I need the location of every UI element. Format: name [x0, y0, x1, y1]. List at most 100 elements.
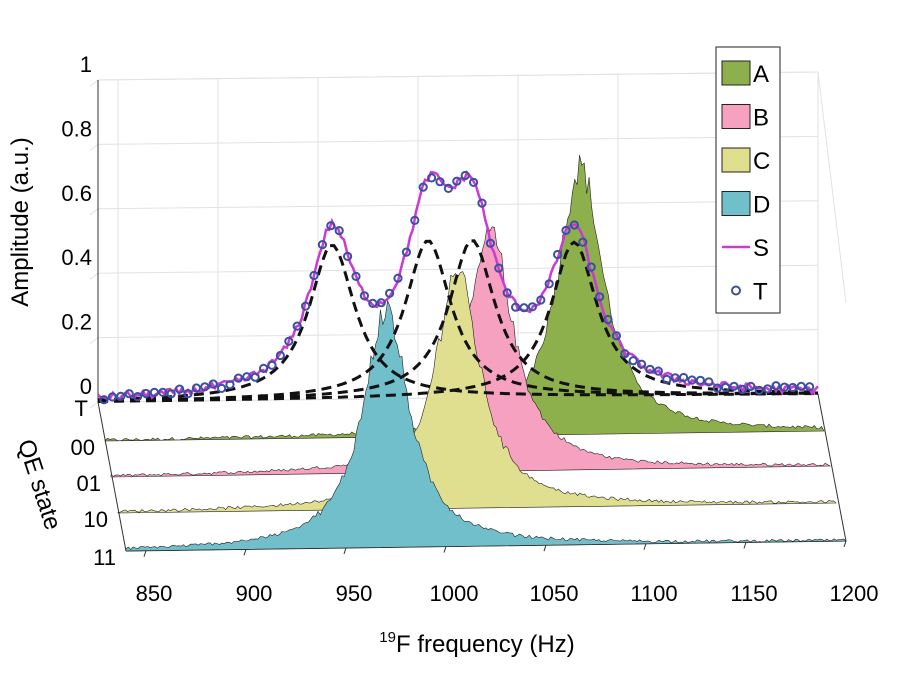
data-point-T [561, 225, 571, 235]
data-point-T [385, 288, 395, 298]
depth-tick-label: 01 [77, 471, 101, 496]
depth-tick-label: 11 [93, 545, 116, 570]
legend-swatch-C [721, 147, 751, 173]
data-point-T [301, 301, 311, 311]
data-point-T [250, 372, 260, 382]
data-point-T [435, 177, 445, 187]
data-point-T [586, 262, 596, 272]
data-point-T [359, 291, 369, 301]
data-point-T [149, 387, 159, 397]
data-point-T [166, 389, 176, 399]
data-point-T [737, 384, 748, 394]
data-point-T [519, 303, 529, 313]
data-point-T [712, 383, 722, 393]
data-point-T [217, 383, 227, 393]
data-point-T [477, 198, 487, 208]
data-point-T [527, 302, 538, 312]
data-point-T [343, 251, 353, 261]
depth-tick-label: 10 [84, 507, 108, 532]
data-point-T [376, 298, 386, 308]
data-point-T [410, 215, 420, 225]
x-tick-label: 1050 [530, 581, 579, 606]
data-point-T [502, 288, 512, 298]
data-point-T [242, 372, 252, 382]
data-point-T [578, 237, 588, 247]
legend-label-A: A [753, 61, 769, 88]
data-point-T [620, 349, 630, 359]
data-point-T [788, 382, 798, 393]
legend-label-B: B [753, 105, 769, 132]
data-point-T [670, 373, 680, 383]
data-point-T [351, 271, 361, 281]
data-point-T [225, 380, 235, 390]
legend-entry-T: T [731, 279, 768, 306]
data-point-T [653, 366, 664, 376]
x-tick-label: 1200 [830, 581, 879, 606]
data-point-T [628, 356, 638, 366]
data-point-T [368, 298, 378, 308]
data-point-T [418, 182, 428, 192]
data-point-T [124, 389, 134, 399]
data-point-T [317, 240, 327, 250]
data-point-T [427, 173, 437, 183]
x-tick-label: 950 [336, 581, 373, 606]
component-4-line [97, 240, 818, 403]
data-point-T [175, 384, 185, 394]
legend-swatch-D [721, 191, 751, 216]
data-point-T [553, 249, 563, 260]
data-point-T [200, 382, 210, 392]
legend-label-C: C [753, 148, 770, 175]
data-point-T [494, 263, 504, 273]
data-point-T [569, 220, 580, 230]
data-point-T [779, 382, 790, 392]
data-point-T [452, 176, 462, 186]
data-point-T [763, 384, 773, 394]
data-point-T [536, 295, 546, 305]
legend-entry-A: A [721, 60, 769, 88]
data-point-T [754, 385, 764, 395]
legend-entry-B: B [721, 104, 769, 132]
data-point-T [637, 359, 647, 369]
data-point-T [267, 360, 277, 370]
data-point-T [729, 381, 739, 391]
data-point-T [485, 238, 495, 248]
legend-box [715, 46, 781, 314]
y-tick-label: 0.4 [61, 245, 92, 270]
y-axis-label: Amplitude (a.u.) [7, 137, 34, 306]
data-point-T [334, 226, 344, 236]
x-tick-label: 1000 [430, 581, 479, 606]
data-point-T [771, 381, 781, 391]
data-point-T [805, 382, 815, 392]
data-point-T [443, 183, 453, 193]
data-point-T [469, 177, 479, 187]
data-point-T [183, 389, 193, 399]
y-tick-label: 0.2 [61, 310, 92, 335]
data-point-T [233, 373, 243, 383]
data-point-T [141, 388, 151, 399]
x-axis-label-main: F frequency (Hz) [396, 631, 575, 658]
legend-swatch-A [721, 60, 751, 86]
z-axis-label: QE state [12, 436, 67, 533]
x-tick-label: 1150 [730, 581, 777, 606]
data-point-T [99, 395, 109, 405]
data-point-T [133, 392, 143, 402]
data-point-T [393, 273, 403, 283]
legend-swatch-B [721, 104, 751, 129]
data-point-T [259, 363, 269, 373]
data-point-T [611, 331, 622, 341]
data-point-T [645, 364, 655, 374]
spectrum-11-area [125, 299, 847, 552]
data-point-T [309, 270, 319, 281]
fit-layer [97, 170, 819, 405]
x-tick-label: 1100 [630, 581, 677, 606]
legend-entry-S: S [722, 235, 769, 262]
data-point-T [191, 383, 201, 393]
data-point-T [460, 170, 470, 181]
tick-layer: 850 900 950 1000 1050 1100 1150 120000.20.40.60… [61, 52, 878, 606]
data-point-T [284, 336, 294, 346]
data-point-T [603, 314, 613, 325]
x-tick-label: 900 [236, 581, 273, 606]
data-point-T [721, 382, 731, 392]
x-tick-label: 850 [136, 581, 173, 606]
